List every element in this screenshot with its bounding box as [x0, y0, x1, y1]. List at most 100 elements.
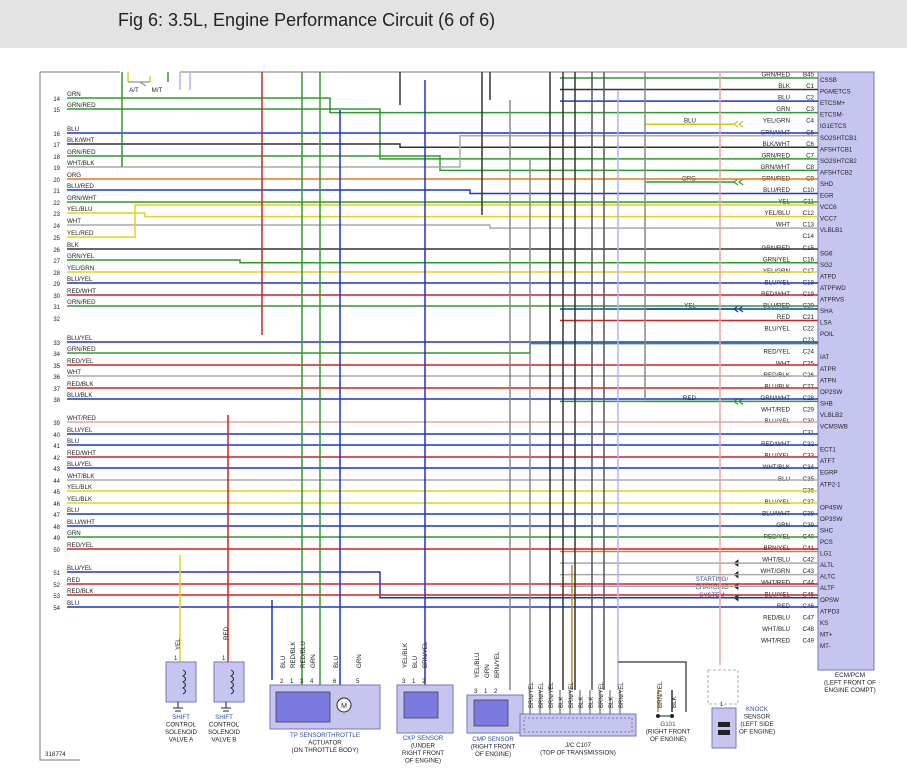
knock-label: (LEFT SIDE [740, 721, 773, 728]
ecm-pin-function: OP3SW [820, 516, 843, 523]
ecm-pin-number: C44 [803, 580, 815, 587]
tp-wire-label: BLU [280, 656, 287, 668]
ecm-pin-number: C25 [803, 360, 815, 367]
row-number: 21 [53, 189, 60, 195]
row-number: 20 [53, 178, 60, 184]
ecm-pin-function: ECT1 [820, 447, 836, 454]
shift-solenoid-b [213, 661, 245, 703]
knock-element [718, 722, 730, 727]
ecm-wire-label: YEL/GRN [763, 118, 790, 125]
ecm-pin-number: C24 [803, 349, 815, 356]
ecm-pin-number: C27 [803, 383, 815, 390]
motor-icon [336, 697, 352, 713]
ground-icon [173, 702, 183, 712]
jc-wire-label: BRN/YEL [619, 682, 625, 708]
ecm-wire-label: BLU [778, 95, 790, 102]
row-number: 29 [53, 282, 60, 288]
ecm-pin-number: C10 [803, 187, 815, 194]
row-number: 38 [53, 398, 60, 404]
ecm-pin-function: LSA [820, 320, 833, 327]
cmp-label: CMP SENSOR [472, 736, 514, 743]
shift-a-pin: 1 [174, 656, 178, 662]
ecm-pin-function: ATPR [820, 366, 837, 373]
ecm-pin-number: C42 [803, 557, 815, 564]
ckp-wire-label: YEL/BLK [402, 642, 409, 668]
row-number: 26 [53, 248, 60, 254]
tp-wire-label: BLU [333, 656, 340, 668]
ecm-pin-function: POIL [820, 331, 835, 338]
ecm-pin-function: PCS [820, 539, 833, 546]
row-number: 25 [53, 236, 60, 242]
ecm-pin-function: EGR [820, 193, 834, 200]
row-wire-label: BLU/YEL [67, 427, 93, 434]
row-number: 44 [53, 479, 60, 485]
ecm-pin-number: C49 [803, 637, 815, 644]
jc-wire-label: BLK [589, 697, 595, 708]
ckp-element [403, 691, 439, 719]
ecm-pin-number: C3 [806, 106, 814, 113]
harness-wire [67, 108, 818, 160]
ecm-wire-label: BLU/BLK [765, 383, 791, 390]
ground-point-icon [670, 714, 674, 718]
row-wire-label: GRN [67, 530, 81, 537]
row-number: 39 [53, 421, 60, 427]
row-number: 31 [53, 305, 60, 311]
ecm-pin-function: ALTF [820, 585, 835, 592]
ecm-pin-function: MT+ [820, 631, 833, 638]
row-wire-label: RED/WHT [67, 288, 96, 295]
harness-wire [67, 97, 818, 114]
ecm-pin-function: MT- [820, 643, 831, 650]
ecm-pin-function: VCMSWB [820, 424, 848, 431]
ecm-pin-function: VLBLB1 [820, 227, 843, 234]
ecm-pin-number: C47 [803, 614, 815, 621]
tp-label: TP SENSOR/THROTTLE [290, 732, 360, 739]
title-bar: Fig 6: 3.5L, Engine Performance Circuit … [0, 0, 907, 48]
jc-wire-label: BLK [579, 697, 585, 708]
ecm-pin-number: C29 [803, 406, 815, 413]
ecm-pin-function: AFSHTCB2 [820, 169, 853, 176]
jc-wire-label: BRN/YEL [549, 682, 555, 708]
ecm-pin-function: VCC6 [820, 204, 837, 211]
ecm-wire-label: BLU/YEL [765, 326, 791, 333]
diagram-frame [39, 71, 835, 761]
row-wire-label: WHT [67, 218, 81, 225]
row-number: 45 [53, 490, 60, 496]
ecm-pin-function: SHA [820, 308, 834, 315]
row-wire-label: ORG [67, 172, 81, 179]
g101-label: OF ENGINE) [650, 736, 686, 743]
row-wire-label: RED/WHT [67, 450, 96, 457]
ecm-pin-function: SG2 [820, 262, 833, 269]
row-number: 36 [53, 375, 60, 381]
ecm-wire-label: BLU/YEL [765, 453, 791, 460]
ecm-pin-function: LG1 [820, 551, 832, 558]
row-number: 19 [53, 166, 60, 172]
external-wire-label: BLU [684, 118, 696, 125]
row-number: 51 [53, 571, 60, 577]
ecm-pin-function: OP2SW [820, 389, 843, 396]
ecm-pin-function: SO2SHTCB2 [820, 158, 857, 165]
ecm-wire-label: RED/YEL [764, 349, 791, 356]
connector-chevron [733, 178, 744, 186]
row-wire-label: BLU/YEL [67, 461, 93, 468]
row-wire-label: WHT [67, 369, 81, 376]
row-number: 14 [53, 97, 60, 103]
ecm-pin-number: C14 [803, 233, 815, 240]
row-wire-label: GRN/RED [67, 299, 96, 306]
ecm-pin-number: C1 [806, 83, 814, 90]
ecm-pin-number: C23 [803, 337, 815, 344]
harness-wire [67, 224, 818, 229]
ecm-pin-number: C21 [803, 314, 815, 321]
ecm-pin-function: SG6 [820, 250, 833, 257]
ecm-pin-function: AFSHTCB1 [820, 146, 853, 153]
connector-chevron [733, 120, 744, 128]
row-wire-label: GRN/RED [67, 346, 96, 353]
row-number: 53 [53, 594, 60, 600]
shift-b-label: VALVE B [212, 737, 237, 744]
row-number: 37 [53, 387, 60, 393]
row-wire-label: BLU/WHT [67, 519, 95, 526]
shift-b-pin: 1 [222, 656, 226, 662]
row-number: 18 [53, 155, 60, 161]
cmp-pin: 1 [484, 689, 488, 695]
ecm-pin-function: SHC [820, 527, 834, 534]
ecm-wire-label: BLK [778, 83, 791, 90]
